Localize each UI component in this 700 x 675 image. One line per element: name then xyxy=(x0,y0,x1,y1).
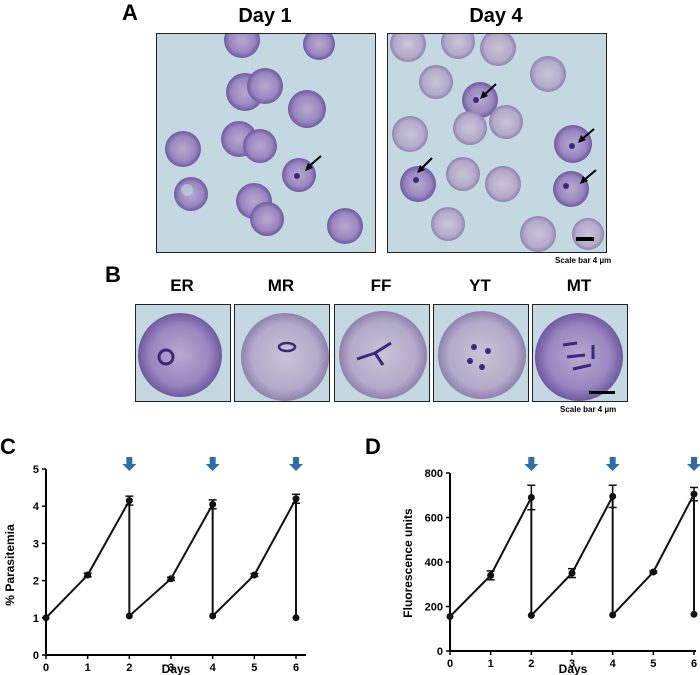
x-tick-label: 6 xyxy=(293,662,299,674)
data-point xyxy=(609,611,617,619)
y-tick-label: 200 xyxy=(425,602,443,614)
stage-image-mr xyxy=(234,304,330,402)
data-point xyxy=(487,571,495,579)
day1-title: Day 1 xyxy=(238,5,292,27)
stage-label-mt: MT xyxy=(566,276,592,295)
y-axis-label: % Parasitemia xyxy=(3,524,17,606)
panel-b-letter: B xyxy=(105,262,121,287)
y-axis-label: Fluorescence units xyxy=(401,508,415,618)
down-arrow-icon xyxy=(122,457,137,471)
x-axis-label: Days xyxy=(162,662,191,675)
data-point xyxy=(527,611,535,619)
x-tick-label: 0 xyxy=(447,658,453,670)
y-tick-label: 4 xyxy=(33,501,40,513)
data-point xyxy=(609,492,617,500)
x-tick-label: 4 xyxy=(210,662,217,674)
panel-d-letter: D xyxy=(365,434,381,459)
data-point xyxy=(209,612,217,620)
x-tick-label: 2 xyxy=(126,662,132,674)
x-tick-label: 5 xyxy=(650,658,656,670)
data-point xyxy=(84,571,92,579)
x-tick-label: 3 xyxy=(569,658,575,670)
stage-label-ff: FF xyxy=(370,276,392,295)
panel-a-scale-label: Scale bar 4 µm xyxy=(555,256,612,265)
stage-image-yt xyxy=(433,304,529,402)
data-point xyxy=(527,493,535,501)
data-point xyxy=(690,490,698,498)
down-arrow-icon xyxy=(605,457,620,471)
data-point xyxy=(250,571,258,579)
data-point xyxy=(209,500,217,508)
data-point xyxy=(125,612,133,620)
series-line xyxy=(45,496,297,619)
x-tick-label: 0 xyxy=(43,662,49,674)
data-point xyxy=(292,495,300,503)
y-tick-label: 3 xyxy=(33,538,39,550)
y-tick-label: 2 xyxy=(33,576,39,588)
y-tick-label: 0 xyxy=(33,650,39,662)
x-tick-label: 1 xyxy=(85,662,91,674)
stage-label-mr: MR xyxy=(267,276,295,295)
x-tick-label: 2 xyxy=(528,658,534,670)
down-arrow-icon xyxy=(205,457,220,471)
x-tick-label: 1 xyxy=(488,658,494,670)
panel-b-scale-label: Scale bar 4 µm xyxy=(560,405,617,414)
stage-image-mt xyxy=(532,304,628,402)
series-line xyxy=(449,493,695,618)
fluorescence-chart: Days Fluorescence units 0 1 2 3 4 5 6 0 200 400 60… xyxy=(401,457,700,675)
data-point xyxy=(446,613,454,621)
data-point xyxy=(690,610,698,618)
down-arrow-icon xyxy=(524,457,539,471)
parasitemia-chart: Days % Parasitemia 0 1 2 3 4 5 6 0 1 2 3 4 5 xyxy=(3,457,306,675)
y-tick-label: 1 xyxy=(33,613,39,625)
x-tick-label: 6 xyxy=(691,658,697,670)
down-arrow-icon xyxy=(687,457,700,471)
data-point xyxy=(42,614,50,622)
stage-label-yt: YT xyxy=(469,276,491,295)
day4-title: Day 4 xyxy=(469,5,523,27)
stage-label-er: ER xyxy=(170,276,194,295)
data-point xyxy=(167,575,175,583)
x-tick-label: 4 xyxy=(610,658,617,670)
data-point xyxy=(125,497,133,505)
down-arrow-icon xyxy=(289,457,303,471)
y-tick-label: 800 xyxy=(425,468,443,480)
x-tick-label: 3 xyxy=(168,662,174,674)
data-point xyxy=(568,569,576,577)
day1-smear-image xyxy=(165,34,363,244)
data-point xyxy=(292,614,300,622)
stage-image-er xyxy=(135,304,231,402)
x-axis-label: Days xyxy=(559,662,588,675)
day4-smear-image xyxy=(390,34,604,252)
y-tick-label: 0 xyxy=(437,646,443,658)
panel-a-letter: A xyxy=(122,0,138,25)
day1-micrograph xyxy=(156,33,376,253)
stage-image-ff xyxy=(334,304,430,402)
y-tick-label: 400 xyxy=(425,557,443,569)
panel-c-letter: C xyxy=(0,434,16,459)
y-tick-label: 600 xyxy=(425,513,443,525)
y-tick-label: 5 xyxy=(33,464,39,476)
x-tick-label: 5 xyxy=(251,662,257,674)
data-point xyxy=(649,568,657,576)
day4-micrograph xyxy=(387,33,607,253)
